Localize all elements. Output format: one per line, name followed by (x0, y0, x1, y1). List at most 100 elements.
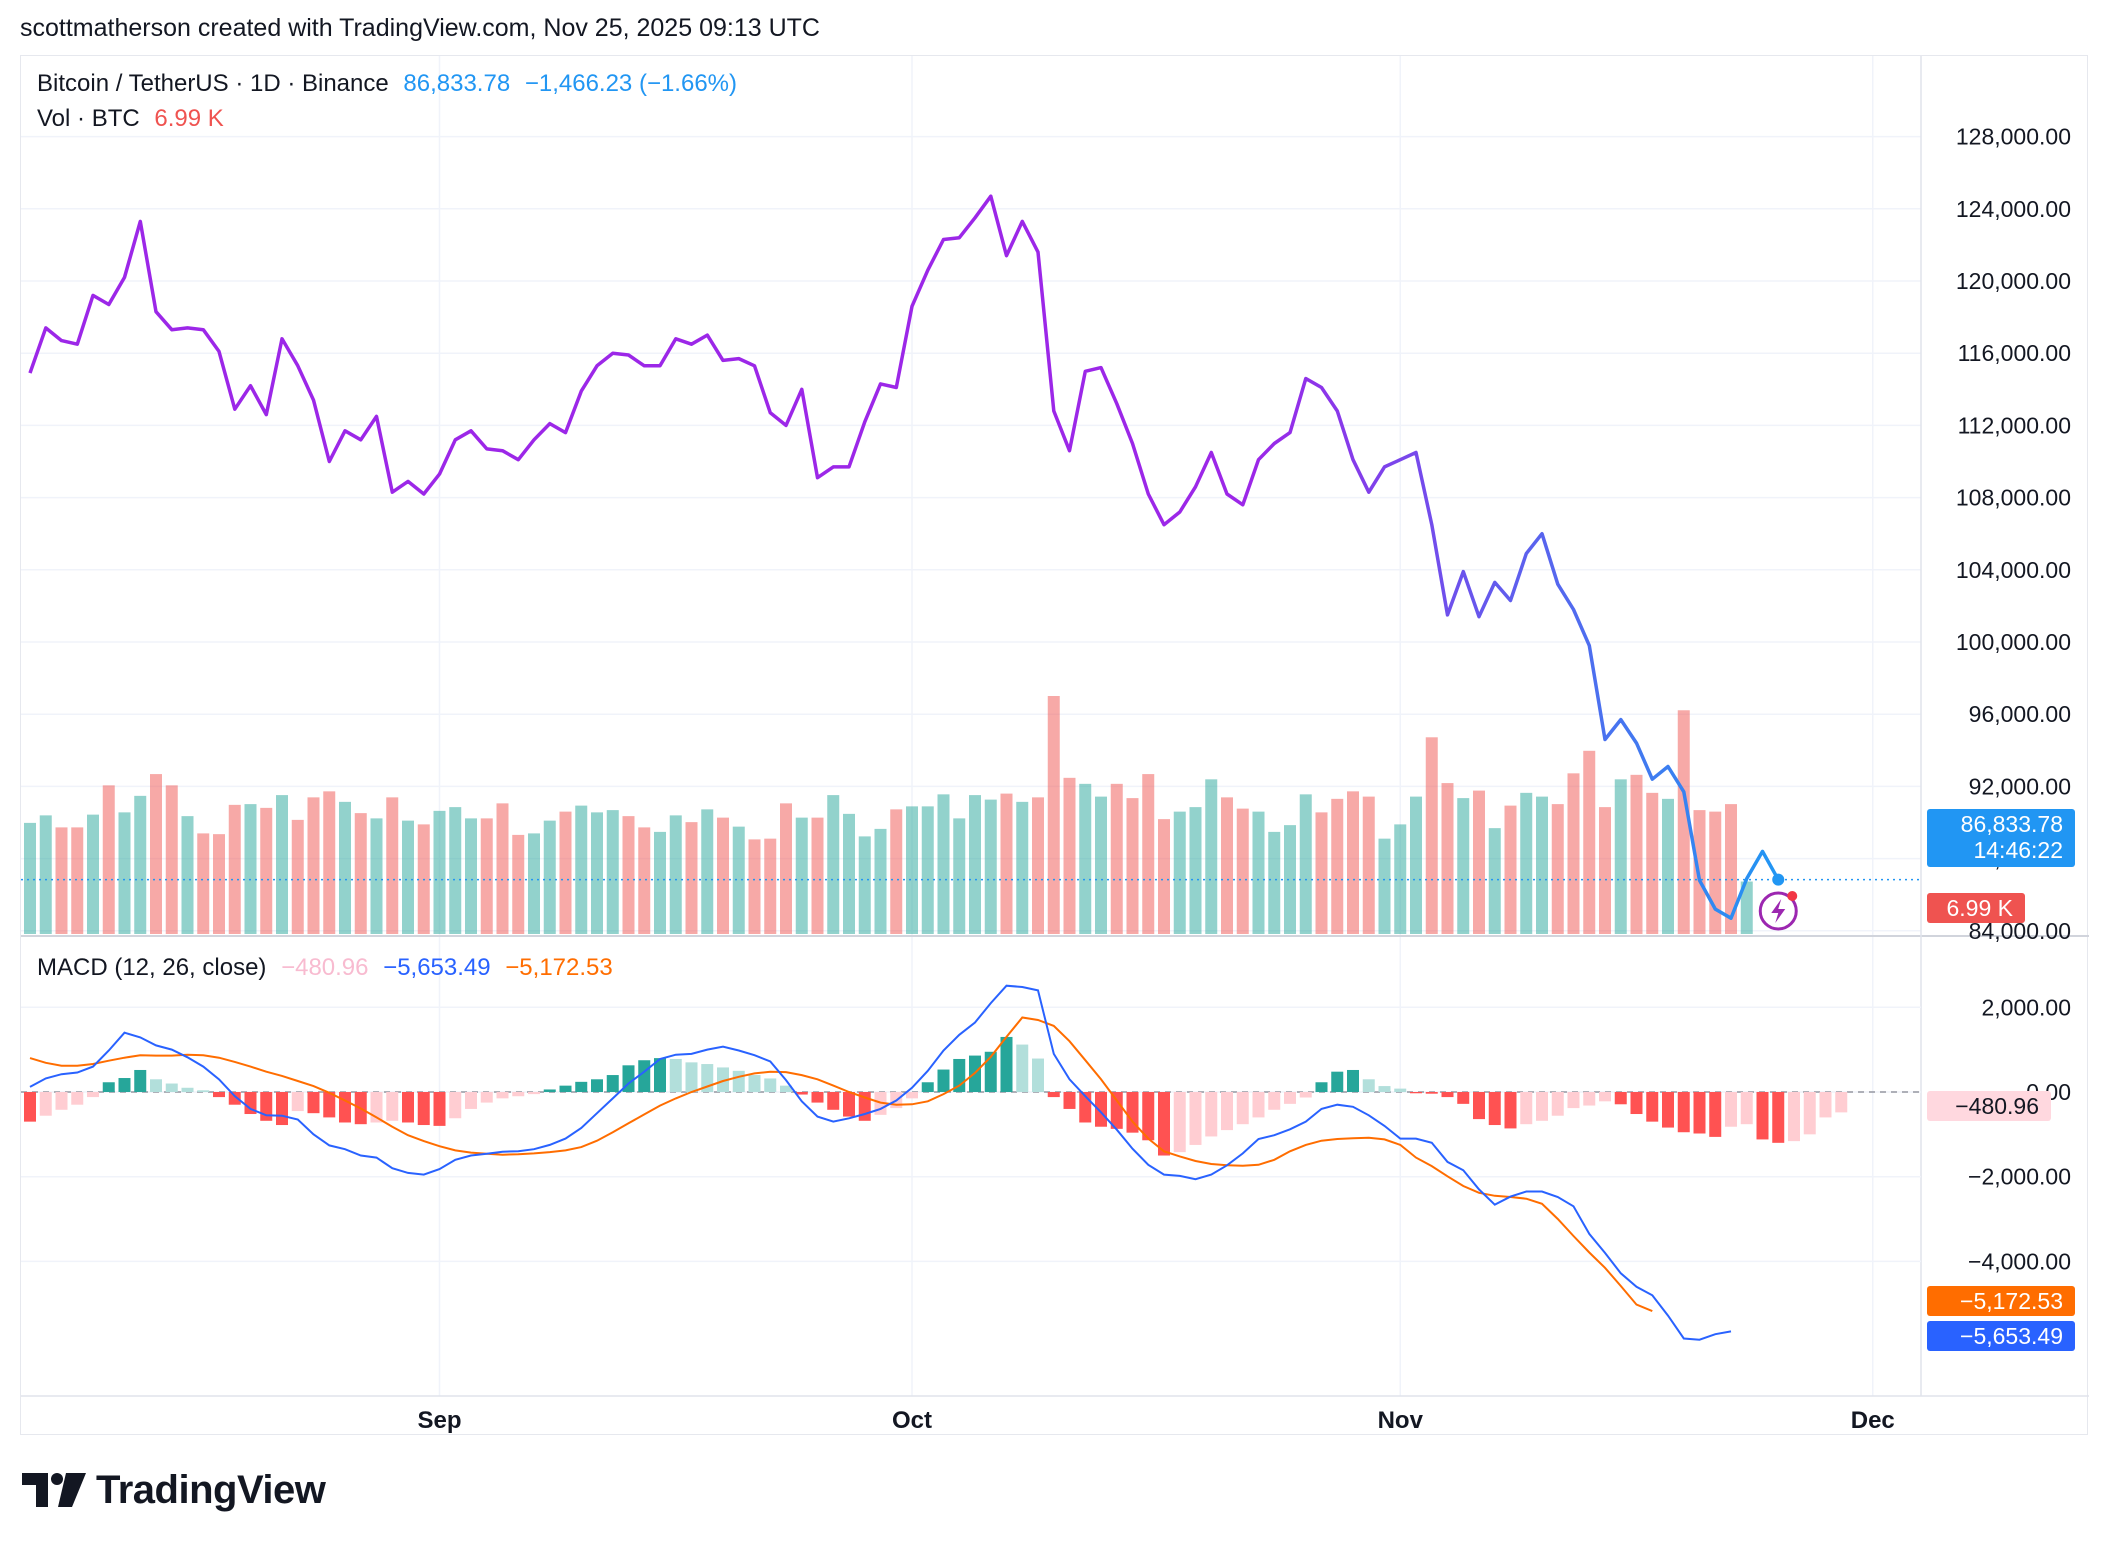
macd-histogram-bar (276, 1092, 288, 1126)
symbol-label[interactable]: Bitcoin / TetherUS · 1D · Binance (37, 70, 389, 97)
volume-bar (717, 817, 729, 934)
volume-bar (1662, 798, 1674, 934)
macd-histogram-bar (228, 1092, 241, 1105)
volume-bar (1016, 801, 1029, 934)
price-axis-label: 104,000.00 (1956, 557, 2071, 583)
volume-tag-value: 6.99 K (1946, 895, 2014, 921)
macd-legend: MACD (12, 26, close) −480.96 −5,653.49 −… (37, 954, 621, 982)
macd-histogram-bar (39, 1092, 52, 1116)
macd-histogram-bar (1599, 1092, 1611, 1102)
volume-bar (874, 828, 887, 934)
macd-signal-value: −5,172.53 (505, 954, 613, 981)
macd-histogram-bar (1536, 1092, 1548, 1121)
volume-bar (1709, 811, 1722, 934)
macd-histogram-bar (1362, 1079, 1375, 1092)
macd-histogram-bar (543, 1089, 556, 1092)
last-price-tag-value: 86,833.78 (1960, 811, 2063, 837)
macd-histogram-bar (1772, 1092, 1785, 1143)
macd-histogram-bar (1473, 1092, 1485, 1120)
chart-frame[interactable]: 128,000.00 124,000.00 120,000.00 116,000.00… (20, 55, 2089, 1436)
macd-line-tag: −5,653.49 (1927, 1321, 2075, 1351)
volume-label[interactable]: Vol · BTC (37, 105, 140, 132)
macd-line-value: −5,653.49 (383, 954, 491, 981)
macd-histogram-bar (1567, 1092, 1580, 1109)
volume-bar (921, 806, 934, 934)
price-axis-label: 100,000.00 (1956, 629, 2071, 655)
volume-bar (1236, 808, 1249, 934)
price-axis-label: 96,000.00 (1969, 701, 2071, 727)
chart-canvas[interactable]: 128,000.00 124,000.00 120,000.00 116,000.00… (21, 56, 2089, 1436)
macd-histogram-bar (417, 1092, 430, 1126)
volume-bar (748, 839, 761, 934)
volume-bar (685, 822, 698, 934)
macd-histogram-bar (1740, 1092, 1753, 1125)
macd-histogram-bar (528, 1092, 540, 1095)
tradingview-logo-icon (22, 1473, 86, 1507)
macd-histogram-bar (669, 1058, 682, 1092)
volume-bar (1252, 811, 1265, 934)
volume-bar (1173, 811, 1186, 934)
macd-histogram-bar (1331, 1071, 1344, 1092)
volume-bar (669, 815, 682, 934)
volume-bar (984, 799, 997, 934)
macd-histogram-bar (654, 1058, 666, 1092)
volume-bar (890, 809, 903, 934)
volume-bar (307, 797, 320, 934)
macd-label[interactable]: MACD (12, 26, close) (37, 954, 267, 981)
macd-histogram-bar (748, 1075, 761, 1092)
volume-bar (1425, 737, 1438, 934)
volume-bar (1473, 790, 1485, 934)
volume-bar (559, 811, 572, 934)
volume-bar (55, 827, 68, 934)
volume-bar (1000, 793, 1013, 934)
macd-histogram-bar (575, 1081, 588, 1092)
volume-bar (1315, 812, 1328, 934)
volume-bar (858, 836, 871, 934)
volume-bar (1441, 783, 1454, 934)
volume-bar (1725, 804, 1737, 934)
macd-histogram-bar (1646, 1092, 1659, 1122)
macd-histogram-bar (1520, 1092, 1533, 1125)
macd-line-tag-value: −5,653.49 (1960, 1323, 2063, 1349)
macd-histogram-bar (213, 1092, 225, 1098)
volume-bar (118, 812, 131, 934)
volume-bar (906, 806, 918, 934)
volume-bar (197, 833, 210, 934)
volume-bar (1047, 696, 1060, 934)
volume-bar (512, 834, 525, 934)
macd-histogram-bar (55, 1092, 68, 1110)
volume-bar (181, 816, 194, 934)
volume-bar (1520, 792, 1533, 934)
macd-histogram-bar (1835, 1092, 1848, 1113)
volume-bar (1504, 805, 1517, 934)
macd-histogram-bar (1410, 1092, 1422, 1094)
macd-histogram-bar (984, 1051, 997, 1092)
macd-histogram-bar (1394, 1088, 1407, 1092)
volume-bar (1599, 807, 1611, 934)
macd-histogram-bar (1504, 1092, 1517, 1129)
macd-histogram-bar (87, 1092, 99, 1098)
macd-histogram-bar (1205, 1092, 1218, 1137)
macd-histogram-bar (1158, 1092, 1170, 1156)
volume-bar (937, 794, 950, 934)
macd-histogram-bar (1047, 1092, 1060, 1098)
macd-histogram-bar (1378, 1086, 1391, 1092)
volume-bar (528, 833, 540, 934)
macd-histogram-bar (732, 1070, 745, 1092)
volume-bar (1268, 831, 1281, 934)
macd-histogram-bar (24, 1092, 36, 1122)
tradingview-logo[interactable]: TradingView (22, 1467, 326, 1512)
macd-histogram-bar (465, 1092, 477, 1109)
macd-histogram-bar (1268, 1092, 1281, 1110)
chart-attribution: scottmatherson created with TradingView.… (20, 14, 820, 42)
volume-bar (622, 816, 635, 934)
macd-histogram-bar (1284, 1092, 1296, 1104)
macd-histogram-bar (1142, 1092, 1155, 1141)
volume-bar (402, 820, 414, 934)
volume-bar (1536, 796, 1548, 934)
price-axis-label: 128,000.00 (1956, 124, 2071, 150)
tradingview-logo-text: TradingView (96, 1467, 326, 1512)
volume-bar (1331, 798, 1344, 934)
volume-bar (780, 803, 792, 934)
macd-histogram-bar (591, 1079, 603, 1092)
